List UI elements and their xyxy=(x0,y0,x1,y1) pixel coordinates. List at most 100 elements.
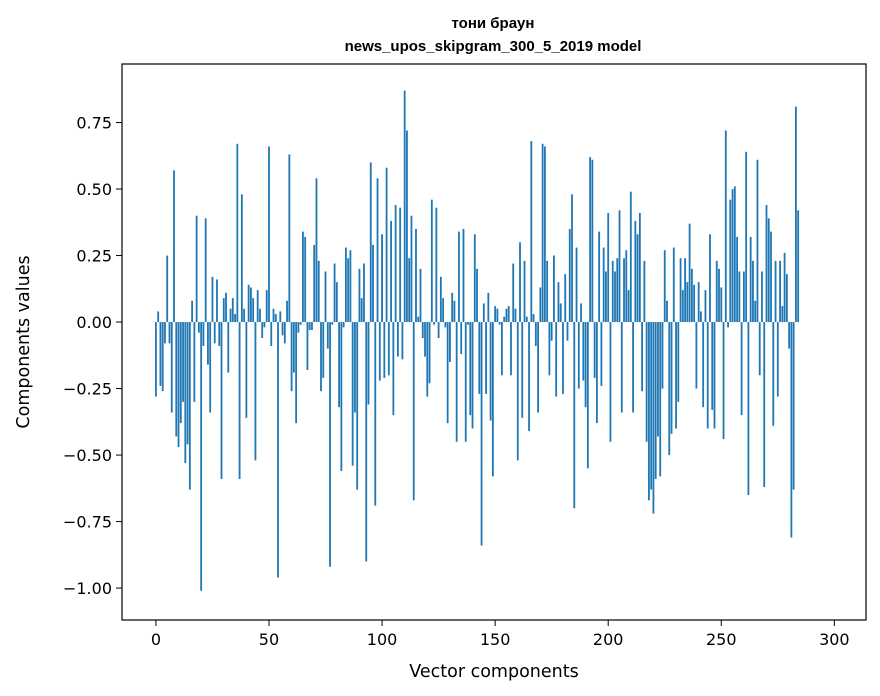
bar xyxy=(684,258,686,323)
bar xyxy=(161,322,164,392)
bar xyxy=(663,250,666,323)
bar xyxy=(614,271,616,323)
bar xyxy=(283,322,286,344)
bar xyxy=(419,268,422,323)
bar xyxy=(238,322,241,480)
bar xyxy=(358,268,361,323)
bar xyxy=(697,282,700,323)
bar xyxy=(381,234,383,323)
bar xyxy=(541,143,544,323)
bar xyxy=(577,322,580,389)
bar xyxy=(467,322,469,325)
bar xyxy=(376,178,379,323)
bar xyxy=(159,322,162,386)
bar xyxy=(485,322,487,394)
bar xyxy=(243,308,246,323)
bar xyxy=(754,300,757,323)
bar xyxy=(539,287,542,323)
bar xyxy=(695,322,698,389)
bar xyxy=(476,268,478,323)
bar xyxy=(675,322,677,429)
bar xyxy=(582,322,585,381)
bar xyxy=(225,292,227,323)
bar xyxy=(338,322,340,408)
bar xyxy=(638,212,641,323)
bar xyxy=(722,322,725,440)
bar xyxy=(460,322,463,354)
bar xyxy=(469,322,472,416)
bar xyxy=(211,276,214,323)
bar xyxy=(234,314,236,323)
bar xyxy=(555,322,558,397)
bar xyxy=(247,284,250,323)
bar xyxy=(374,322,377,506)
bar xyxy=(209,322,212,413)
bar xyxy=(274,314,277,323)
bar xyxy=(498,322,501,325)
y-axis-label: Components values xyxy=(14,255,34,428)
bar xyxy=(650,322,653,490)
bar xyxy=(188,322,191,490)
bar xyxy=(351,322,354,466)
bar xyxy=(568,228,571,323)
bar xyxy=(399,207,402,323)
bar xyxy=(415,228,417,323)
x-tick-label: 150 xyxy=(480,630,511,649)
bar xyxy=(571,194,573,323)
bar xyxy=(455,322,458,442)
bar xyxy=(756,159,759,323)
bar xyxy=(449,322,451,362)
bar xyxy=(394,205,397,323)
bar xyxy=(207,322,209,365)
bar xyxy=(600,322,603,386)
bar xyxy=(372,244,374,323)
bar xyxy=(317,260,320,323)
bar xyxy=(546,260,549,323)
bar xyxy=(390,220,393,323)
bar xyxy=(641,322,644,392)
bar xyxy=(191,300,194,323)
bar xyxy=(785,274,788,323)
bar xyxy=(747,322,750,495)
bar xyxy=(340,322,343,472)
bar xyxy=(573,322,576,509)
bar xyxy=(537,322,539,413)
bar xyxy=(779,260,781,323)
bar xyxy=(354,322,356,413)
bar xyxy=(363,263,365,323)
bar xyxy=(288,154,291,323)
bar xyxy=(170,322,173,413)
bar xyxy=(392,322,395,416)
bar xyxy=(220,322,223,480)
bar xyxy=(681,290,684,323)
bar xyxy=(525,316,528,323)
bar xyxy=(451,292,454,323)
bar xyxy=(731,189,734,323)
bar xyxy=(462,228,465,323)
bar xyxy=(444,322,447,328)
bar xyxy=(236,143,239,323)
bar xyxy=(702,322,705,408)
bar xyxy=(195,215,198,323)
bar xyxy=(401,322,404,360)
bar xyxy=(473,234,476,323)
y-tick-label: 0.25 xyxy=(76,247,112,266)
bar xyxy=(410,215,413,323)
bar xyxy=(713,322,716,429)
bar xyxy=(752,260,754,323)
bar xyxy=(322,322,325,378)
bar xyxy=(794,106,797,323)
bar xyxy=(507,306,510,323)
bar xyxy=(629,191,632,323)
bar xyxy=(623,258,625,323)
bar xyxy=(652,322,655,514)
bar xyxy=(446,322,449,424)
bar xyxy=(668,322,671,456)
bar xyxy=(727,322,729,328)
y-axis-ticks: −1.00 −0.75 −0.50 −0.25 0.00 0.25 0.50 0.75 xyxy=(63,114,122,598)
bar xyxy=(245,322,248,418)
bar xyxy=(286,300,288,323)
bar xyxy=(625,250,628,323)
bar xyxy=(562,322,564,394)
bar xyxy=(636,234,639,323)
